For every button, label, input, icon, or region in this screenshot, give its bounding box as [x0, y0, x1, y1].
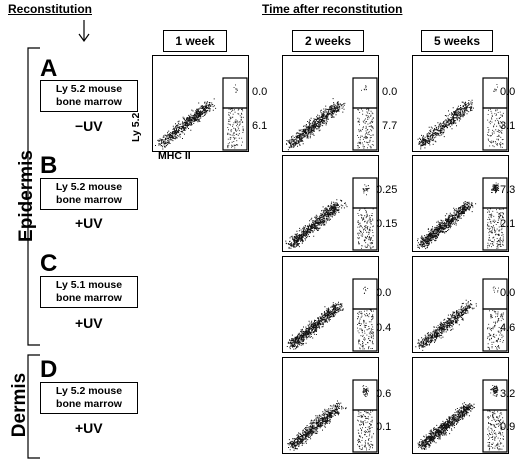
- condition-box-c: Ly 5.1 mouse bone marrow: [40, 276, 138, 308]
- reconstitution-header: Reconstitution: [8, 2, 92, 16]
- condition-box-a: Ly 5.2 mouse bone marrow: [40, 80, 138, 112]
- value-d-5weeks-lower: 0.9: [500, 421, 516, 433]
- condition-box-d: Ly 5.2 mouse bone marrow: [40, 382, 138, 414]
- scatter-plot: [287, 379, 378, 453]
- scatter-plot: [417, 177, 508, 251]
- scatter-plot: [415, 278, 508, 352]
- value-c-5weeks-lower: 4.6: [500, 322, 516, 334]
- value-a-1week-upper: 0.0: [252, 86, 268, 98]
- scatter-plot: [286, 77, 378, 151]
- scatter-plot: [285, 177, 378, 251]
- lower-gate: [482, 107, 508, 151]
- condition-d-line1: Ly 5.2 mouse: [55, 385, 123, 397]
- condition-b-line1: Ly 5.2 mouse: [55, 181, 123, 193]
- uv-label-d: +UV: [75, 420, 103, 436]
- upper-gate: [352, 177, 378, 209]
- value-a-2weeks-lower: 7.7: [382, 120, 398, 132]
- dermis-label: Dermis: [9, 372, 30, 438]
- condition-c-line2: bone marrow: [56, 292, 122, 304]
- condition-b-line2: bone marrow: [56, 194, 122, 206]
- uv-label-b: +UV: [75, 215, 103, 231]
- row-letter-c: C: [40, 250, 58, 277]
- value-b-2weeks-lower: 0.15: [376, 218, 398, 230]
- value-c-2weeks-upper: 0.0: [376, 287, 392, 299]
- flow-panel-c-2weeks: [282, 256, 379, 353]
- value-c-2weeks-lower: 0.4: [376, 322, 392, 334]
- scatter-plot: [155, 77, 248, 151]
- value-a-1week-lower: 6.1: [252, 120, 268, 132]
- flow-panel-b-2weeks: [282, 155, 379, 252]
- value-d-2weeks-lower: 0.1: [376, 421, 392, 433]
- lower-gate: [352, 207, 378, 251]
- value-d-5weeks-upper: 3.2: [500, 388, 516, 400]
- value-a-2weeks-upper: 0.0: [382, 86, 398, 98]
- value-a-5weeks-upper: 0.0: [500, 86, 516, 98]
- condition-box-b: Ly 5.2 mouse bone marrow: [40, 178, 138, 210]
- column-header-5-weeks: 5 weeks: [421, 30, 493, 52]
- value-b-2weeks-upper: 0.25: [376, 184, 398, 196]
- lower-gate: [352, 107, 378, 151]
- row-letter-a: A: [40, 55, 58, 82]
- upper-gate: [222, 77, 248, 109]
- condition-d-line2: bone marrow: [56, 398, 122, 410]
- epidermis-label: Epidermis: [16, 150, 37, 242]
- row-letter-b: B: [40, 152, 58, 179]
- y-axis-label: Ly 5.2: [130, 112, 142, 142]
- flow-panel-c-5weeks: [412, 256, 509, 353]
- value-b-5weeks-lower: 2.1: [500, 218, 516, 230]
- scatter-plot: [286, 278, 378, 352]
- flow-panel-b-5weeks: [412, 155, 509, 252]
- column-header-1-week: 1 week: [163, 30, 227, 52]
- uv-label-a: −UV: [75, 118, 103, 134]
- flow-panel-d-2weeks: [282, 357, 379, 454]
- scatter-plot: [417, 379, 508, 453]
- condition-a-line1: Ly 5.2 mouse: [55, 83, 123, 95]
- lower-gate: [482, 207, 508, 251]
- flow-panel-a-1week: [152, 55, 249, 152]
- condition-c-line1: Ly 5.1 mouse: [55, 279, 123, 291]
- uv-label-c: +UV: [75, 315, 103, 331]
- column-header-2-weeks: 2 weeks: [292, 30, 364, 52]
- time-after-header: Time after reconstitution: [262, 2, 403, 16]
- lower-gate: [482, 308, 508, 352]
- flow-panel-a-2weeks: [282, 55, 379, 152]
- value-c-5weeks-upper: 0.0: [500, 287, 516, 299]
- flow-panel-d-5weeks: [412, 357, 509, 454]
- row-letter-d: D: [40, 356, 58, 383]
- lower-gate: [222, 107, 248, 151]
- lower-gate: [352, 409, 378, 453]
- flow-panel-a-5weeks: [412, 55, 509, 152]
- value-d-2weeks-upper: 0.6: [376, 388, 392, 400]
- scatter-plot: [417, 77, 508, 151]
- upper-gate: [352, 278, 378, 310]
- lower-gate: [482, 409, 508, 453]
- x-axis-label: MHC II: [158, 150, 191, 162]
- condition-a-line2: bone marrow: [56, 96, 122, 108]
- upper-gate: [352, 77, 378, 109]
- value-a-5weeks-lower: 3.1: [500, 120, 516, 132]
- lower-gate: [352, 308, 378, 352]
- value-b-5weeks-upper: 7.3: [500, 184, 516, 196]
